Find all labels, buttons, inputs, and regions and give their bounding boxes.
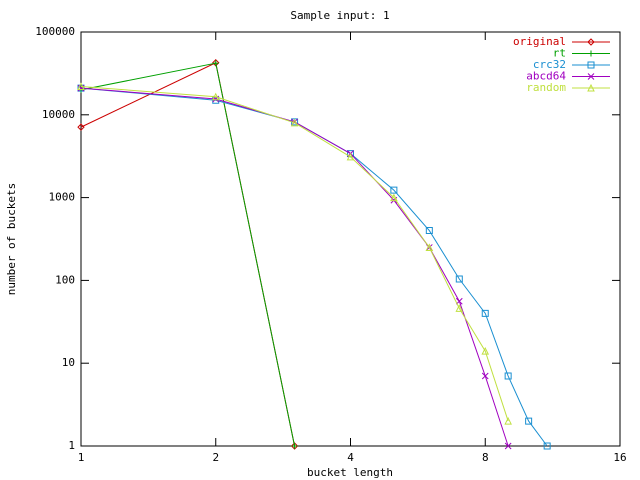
series-line: [80, 62, 296, 447]
point: [455, 275, 463, 283]
point: [543, 442, 551, 450]
legend-label: original: [513, 35, 566, 48]
series-line: [80, 87, 509, 447]
point: [504, 416, 512, 425]
point: [481, 309, 489, 317]
y-tick-label: 10000: [42, 108, 75, 121]
y-axis-label: number of buckets: [5, 183, 18, 296]
x-tick-label: 4: [347, 451, 354, 464]
y-tick-label: 10: [62, 356, 75, 369]
point: [587, 38, 595, 46]
point: [211, 92, 220, 101]
point: [212, 60, 219, 67]
x-tick-label: 1: [78, 451, 85, 464]
y-tick-label: 100000: [35, 25, 75, 38]
point: [504, 372, 512, 380]
legend-label: random: [526, 81, 566, 94]
chart-title: Sample input: 1: [290, 9, 389, 22]
point: [587, 83, 595, 92]
point: [425, 227, 433, 235]
point: [77, 82, 85, 90]
point: [425, 243, 434, 251]
x-tick-label: 2: [212, 451, 219, 464]
x-tick-label: 16: [613, 451, 626, 464]
y-tick-label: 1: [68, 439, 75, 452]
point: [525, 417, 533, 425]
point: [481, 372, 489, 380]
point: [481, 346, 490, 355]
y-tick-label: 1000: [49, 191, 76, 204]
point: [588, 50, 594, 57]
point: [455, 304, 464, 312]
point: [291, 443, 298, 449]
point: [346, 152, 355, 161]
point: [390, 193, 398, 202]
point: [587, 73, 595, 80]
point: [77, 123, 85, 131]
series-line: [80, 62, 296, 447]
x-axis-label: bucket length: [307, 466, 393, 479]
legend-label: crc32: [533, 58, 566, 71]
point: [290, 118, 299, 127]
series-line: [80, 87, 548, 447]
point: [587, 61, 595, 69]
legend-label: rt: [553, 47, 566, 60]
plot-frame: [80, 31, 621, 447]
point: [504, 442, 512, 450]
point: [390, 186, 398, 194]
x-tick-label: 8: [482, 451, 489, 464]
legend-label: abcd64: [526, 70, 566, 83]
series-line: [80, 85, 509, 422]
y-tick-label: 100: [55, 273, 75, 286]
